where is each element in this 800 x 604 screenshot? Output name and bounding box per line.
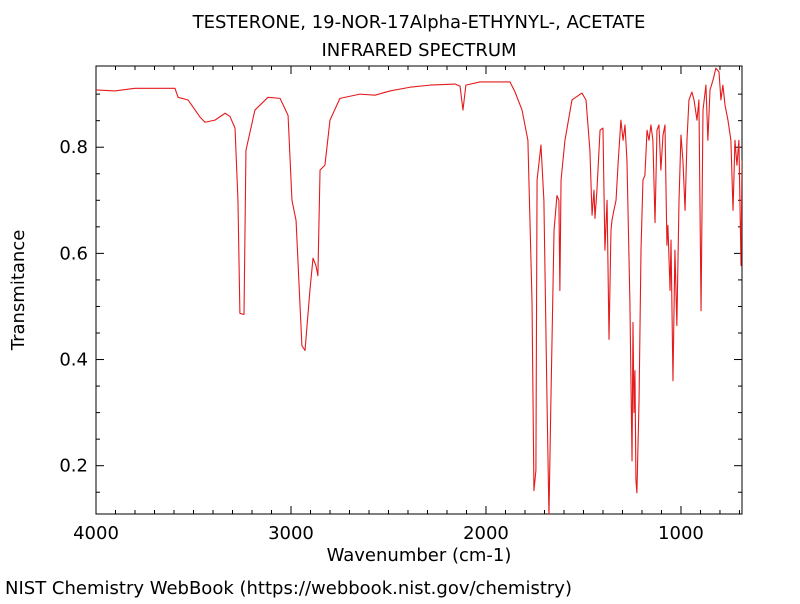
x-tick-label: 4000 bbox=[73, 523, 119, 544]
plot-frame bbox=[95, 65, 743, 515]
x-tick-label: 1000 bbox=[658, 523, 704, 544]
chart-title: TESTERONE, 19-NOR-17Alpha-ETHYNYL-, ACET… bbox=[192, 12, 646, 33]
x-tick-label: 2000 bbox=[463, 523, 509, 544]
chart-subtitle: INFRARED SPECTRUM bbox=[321, 40, 516, 61]
spectrum-line bbox=[96, 67, 742, 514]
y-tick-label: 0.6 bbox=[59, 243, 88, 264]
x-axis-label: Wavenumber (cm-1) bbox=[327, 545, 512, 566]
y-axis-label: Transmitance bbox=[8, 230, 29, 352]
y-tick-label: 0.4 bbox=[59, 350, 88, 371]
y-tick-label: 0.2 bbox=[59, 456, 88, 477]
x-tick-label: 3000 bbox=[268, 523, 314, 544]
y-tick-label: 0.8 bbox=[59, 137, 88, 158]
footer: NIST Chemistry WebBook (https://webbook.… bbox=[5, 578, 572, 599]
